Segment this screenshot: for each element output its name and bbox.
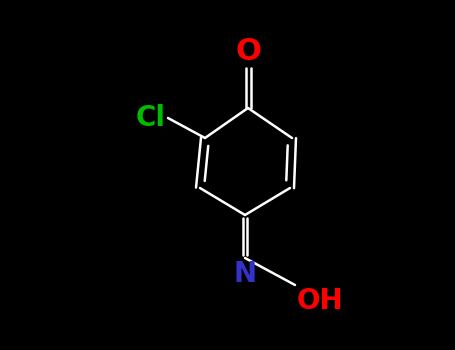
Text: OH: OH	[297, 287, 344, 315]
Text: N: N	[233, 260, 257, 288]
Text: O: O	[235, 37, 261, 66]
Text: Cl: Cl	[136, 104, 166, 132]
